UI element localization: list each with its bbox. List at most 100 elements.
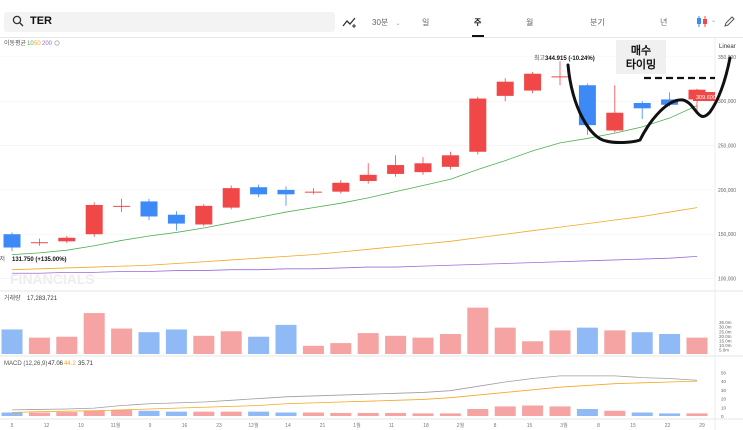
chart-area[interactable]: 이동평균 10 50 200 Linear FINANCIALS 100,000… — [0, 38, 743, 430]
macd-hist-bar — [494, 406, 516, 416]
candle-body — [441, 155, 459, 167]
macd-hist-bar — [549, 406, 571, 416]
ma-label: 이동평균 — [4, 39, 27, 47]
volume-label: 거래량 — [4, 294, 21, 302]
macd-hist-bar — [138, 410, 160, 416]
price-tick-label: 300,000 — [718, 99, 736, 105]
volume-bar — [385, 335, 407, 354]
candle-body — [113, 205, 131, 207]
candle-body — [387, 165, 405, 174]
macd-hist-bar — [357, 412, 379, 416]
time-tick-label: 23 — [216, 423, 222, 429]
candle-body — [469, 98, 487, 152]
time-tick-label: 16 — [182, 423, 188, 429]
volume-bar — [412, 337, 434, 354]
candle-body — [524, 73, 542, 91]
volume-tick-label: 15.0m — [719, 338, 732, 343]
candle-body — [222, 188, 240, 208]
volume-bar — [631, 332, 653, 354]
candle-body — [332, 182, 350, 192]
macd-chart — [1, 375, 708, 416]
volume-bar — [467, 307, 489, 354]
scale-button[interactable]: Linear — [719, 44, 736, 50]
pencil-icon[interactable] — [724, 16, 735, 27]
price-tick-label: 350,000 — [718, 55, 736, 61]
time-tick-label: 9 — [149, 423, 152, 429]
volume-bar — [494, 327, 516, 354]
macd-tick-label: 30 — [721, 388, 727, 393]
volume-bar — [576, 327, 598, 354]
macd-hist-bar — [467, 409, 489, 416]
volume-bar — [275, 324, 297, 354]
high-label: 최고 — [534, 54, 546, 62]
tab-period-week[interactable]: 주 — [474, 18, 482, 27]
chart-type-icon[interactable] — [342, 16, 358, 28]
chevron-down-icon[interactable]: ⌄ — [711, 18, 717, 24]
time-tick-label: 14 — [285, 423, 291, 429]
candle-style-icon[interactable] — [696, 15, 710, 28]
macd-hist-bar — [28, 412, 50, 416]
price-axis: 100,000 150,000 200,000 250,000 300,000 350,0… — [718, 55, 736, 283]
annotation-line2: 타이밍 — [626, 57, 656, 71]
time-tick-label: 8 — [597, 423, 600, 429]
time-tick-label: 21 — [320, 423, 326, 429]
macd-value: 47.06 — [48, 361, 64, 367]
interval-label: 30분 — [372, 18, 389, 27]
volume-bars — [1, 307, 708, 354]
macd-hist-bar — [604, 410, 626, 416]
candle-body — [304, 191, 322, 193]
volume-tick-label: 25.0m — [719, 329, 732, 334]
time-tick-label: 29 — [699, 423, 705, 429]
macd-hist-bar — [248, 411, 270, 416]
volume-bar — [193, 335, 215, 354]
time-tick-label: 11월 — [111, 422, 121, 429]
volume-bar — [111, 328, 133, 354]
chart-toolbar: TER 30분 ⌄ 일 주 월 분기 년 ⌄ — [0, 0, 743, 38]
price-tick-label: 100,000 — [718, 277, 736, 283]
macd-hist-bar — [220, 411, 242, 416]
candle-body — [30, 242, 48, 244]
macd-hist-bar — [330, 412, 352, 416]
volume-value: 17,283,721 — [27, 296, 58, 302]
tab-period-day[interactable]: 일 — [422, 18, 430, 27]
macd-hist-bar — [302, 412, 324, 416]
ma10-label: 10 — [27, 41, 34, 47]
macd-hist-bar — [1, 412, 23, 416]
search-input[interactable]: TER — [4, 12, 335, 32]
macd-hist-bar — [631, 412, 653, 416]
macd-axis: 50 40 30 20 10 0 — [721, 370, 727, 419]
macd-hist-bar — [275, 412, 297, 416]
volume-tick-label: 10.0m — [719, 343, 732, 348]
tab-period-month[interactable]: 월 — [526, 18, 534, 27]
gear-icon[interactable] — [54, 40, 60, 46]
high-value: 344.915 (-10.24%) — [545, 56, 595, 62]
candle-body — [578, 85, 596, 126]
volume-bar — [686, 337, 708, 354]
candle-body — [551, 76, 569, 78]
volume-tick-label: 30.0m — [719, 325, 732, 330]
price-chart[interactable]: 이동평균 10 50 200 Linear FINANCIALS 100,000… — [0, 38, 743, 430]
macd-hist-bar — [576, 409, 598, 416]
time-axis: 5 12 19 11월 9 16 23 12월 14 21 1월 11 18 2월 8 15 3월 8 15 22 29 — [11, 422, 705, 429]
time-tick-label: 19 — [78, 423, 84, 429]
time-tick-label: 5 — [11, 423, 14, 429]
search-icon — [12, 15, 24, 27]
macd-hist-bar — [439, 413, 461, 416]
macd-hist-bar — [385, 412, 407, 416]
macd-hist-bar — [165, 411, 187, 416]
time-tick-label: 2월 — [457, 422, 465, 429]
interval-select[interactable]: 30분 ⌄ — [372, 17, 401, 28]
current-price-tag: 309.600 — [693, 92, 716, 101]
macd-hist-bar — [111, 409, 133, 416]
volume-bar — [28, 337, 50, 354]
watermark: FINANCIALS — [10, 271, 95, 287]
tab-period-year[interactable]: 년 — [660, 18, 668, 27]
macd-tick-label: 10 — [721, 405, 727, 410]
time-tick-label: 15 — [527, 423, 533, 429]
volume-bar — [138, 332, 160, 354]
tab-period-quarter[interactable]: 분기 — [590, 18, 605, 27]
ma200-label: 200 — [42, 41, 53, 47]
volume-tick-label: 20.0m — [719, 334, 732, 339]
